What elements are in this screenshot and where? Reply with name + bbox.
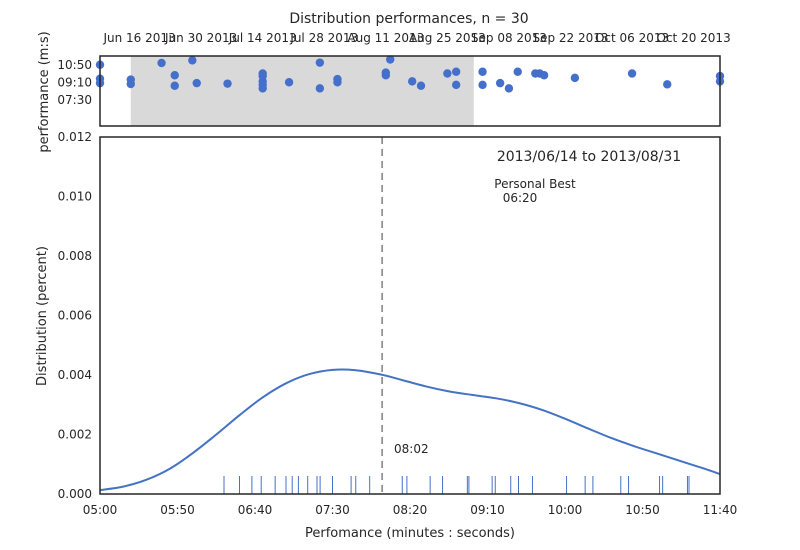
bottom-axes-frame (99, 136, 721, 495)
scatter-point-28 (451, 80, 461, 90)
scatter-point-6 (170, 81, 179, 90)
bottom-x-tick-labels: 05:00 05:50 06:40 07:30 08:20 09:10 10:00 10:50… (83, 503, 738, 517)
top-scatter-points (95, 55, 725, 93)
scatter-point-39 (663, 80, 672, 89)
scatter-point-23 (386, 55, 395, 64)
bottom-y-tick-label: 0.006 (58, 309, 92, 323)
bottom-x-tick-label: 09:10 (470, 503, 505, 517)
scatter-point-32 (504, 84, 514, 93)
scatter-point-29 (478, 80, 487, 90)
personal-best-label: Personal Best (494, 177, 576, 191)
scatter-point-37 (570, 73, 580, 83)
scatter-point-33 (513, 67, 522, 76)
top-x-tick-label: Aug 11 2013 (347, 31, 424, 45)
scatter-point-30 (478, 67, 487, 76)
bottom-x-tick-label: 07:30 (315, 503, 350, 517)
scatter-point-22 (381, 71, 391, 80)
scatter-point-24 (407, 77, 417, 86)
bottom-y-tick-label: 0.012 (58, 130, 92, 144)
scatter-point-16 (284, 78, 294, 87)
bottom-x-tick-label: 11:40 (703, 503, 738, 517)
bottom-x-tick-label: 08:20 (393, 503, 428, 517)
top-x-tick-label: Jul 28 2013 (289, 31, 358, 45)
scatter-point-9 (192, 78, 201, 88)
top-x-tick-label: Aug 25 2013 (409, 31, 486, 45)
distribution-curve (99, 368, 721, 492)
scatter-point-8 (188, 56, 197, 65)
top-y-tick-labels: 10:50 09:10 07:30 (57, 58, 92, 107)
bottom-y-tick-label: 0.000 (58, 487, 92, 501)
scatter-point-15 (258, 69, 267, 78)
top-y-axis-label: performance (m:s) (37, 31, 52, 152)
top-x-tick-label: Jul 14 2013 (228, 31, 297, 45)
bottom-x-tick-label: 06:40 (238, 503, 273, 517)
top-x-tick-label: Oct 06 2013 (595, 31, 669, 45)
top-x-tick-label: Sep 08 2013 (471, 31, 547, 45)
bottom-y-axis-label: Distribution (percent) (35, 246, 50, 386)
top-x-tick-label: Jun 16 2013 (102, 31, 175, 45)
scatter-point-4 (126, 75, 135, 84)
bottom-y-tick-label: 0.004 (58, 368, 92, 382)
bottom-x-axis-label: Perfomance (minutes : seconds) (305, 526, 515, 541)
top-y-tick-label: 10:50 (57, 58, 92, 72)
bottom-y-tick-label: 0.008 (58, 249, 92, 263)
bottom-x-tick-label: 10:00 (548, 503, 583, 517)
top-x-tick-label: Sep 22 2013 (532, 31, 608, 45)
personal-best-value: 06:20 (503, 191, 538, 205)
scatter-point-17 (315, 84, 325, 93)
scatter-point-36 (539, 71, 549, 80)
scatter-point-10 (223, 79, 232, 88)
bottom-y-tick-label: 0.002 (58, 428, 92, 442)
bottom-y-tick-label: 0.010 (58, 190, 92, 204)
median-label: 08:02 (394, 442, 429, 456)
top-highlight-range (130, 56, 474, 126)
scatter-point-20 (333, 74, 342, 84)
bottom-x-tick-label: 05:50 (160, 503, 195, 517)
top-axes-frame (99, 55, 721, 127)
date-range-label: 2013/06/14 to 2013/08/31 (497, 149, 681, 165)
scatter-point-25 (416, 81, 426, 90)
top-chart-title: Distribution performances, n = 30 (289, 11, 528, 27)
rug-ticks (223, 476, 690, 494)
top-x-tick-label: Oct 20 2013 (657, 31, 731, 45)
top-x-tick-label: Jun 30 2013 (164, 31, 237, 45)
bottom-y-tick-labels: 0.000 0.002 0.004 0.006 0.008 0.010 0.012 (58, 130, 92, 501)
scatter-point-7 (170, 71, 179, 80)
scatter-point-31 (495, 78, 505, 88)
top-y-tick-label: 09:10 (57, 75, 92, 89)
scatter-point-38 (627, 69, 637, 78)
bottom-x-tick-label: 10:50 (625, 503, 660, 517)
scatter-point-26 (443, 69, 452, 78)
scatter-point-18 (315, 58, 325, 67)
scatter-point-27 (451, 67, 461, 76)
bottom-x-tick-label: 05:00 (83, 503, 118, 517)
top-y-tick-label: 07:30 (57, 93, 92, 107)
scatter-point-5 (157, 58, 166, 68)
